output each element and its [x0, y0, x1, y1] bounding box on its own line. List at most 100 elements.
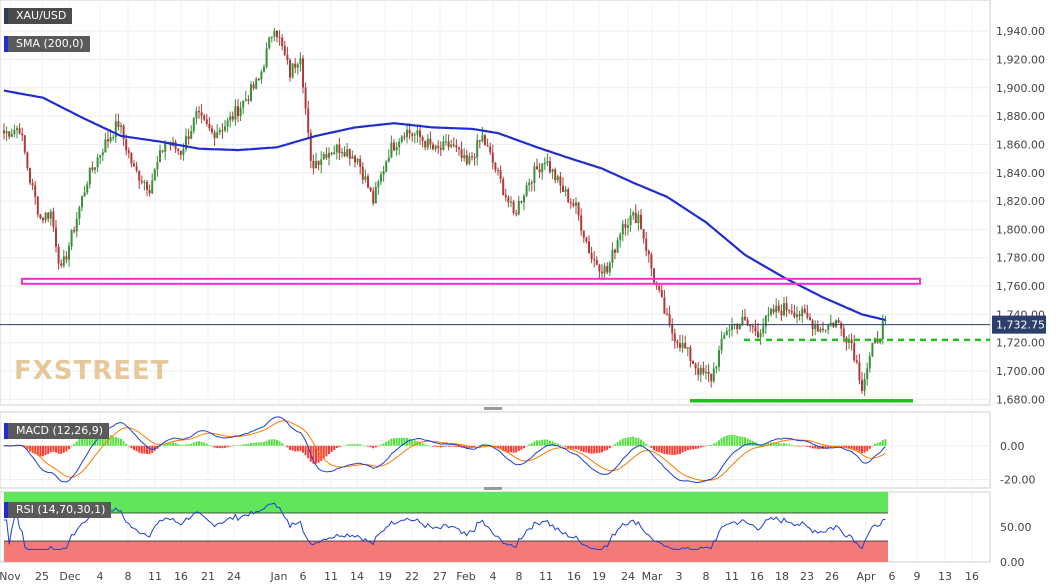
candle-body — [361, 166, 364, 180]
macd-histogram-bar — [3, 445, 5, 447]
macd-histogram-bar — [671, 445, 674, 455]
macd-histogram-bar — [140, 445, 143, 454]
macd-histogram-bar — [731, 434, 733, 446]
macd-histogram-bar — [294, 445, 297, 452]
macd-histogram-bar — [790, 445, 793, 446]
macd-histogram-bar — [538, 440, 541, 446]
macd-histogram-bar — [135, 445, 138, 452]
macd-histogram-bar — [174, 443, 177, 446]
time-tick-label: 16 — [750, 570, 764, 583]
candle-body — [598, 264, 601, 272]
candle-body — [289, 60, 291, 78]
candle-body — [533, 166, 536, 184]
candle-body — [203, 115, 206, 120]
macd-histogram-bar — [647, 445, 650, 447]
candle-body — [13, 130, 16, 134]
macd-histogram-bar — [468, 445, 471, 449]
candle-body — [257, 78, 260, 80]
candle-body — [208, 123, 211, 129]
main-panel — [0, 0, 991, 406]
macd-histogram-bar — [619, 440, 622, 446]
time-tick-label: 11 — [324, 570, 338, 583]
macd-histogram-bar — [746, 438, 749, 446]
candle-body — [837, 320, 840, 323]
watermark-logo: FXSTREET — [14, 356, 170, 386]
price-tick-label: 1,880.00 — [996, 110, 1045, 123]
time-tick-label: 8 — [125, 570, 132, 583]
candle-body — [231, 116, 234, 120]
candle-body — [385, 161, 388, 172]
macd-histogram-bar — [117, 437, 120, 446]
candle-body — [75, 218, 78, 232]
macd-histogram-bar — [257, 442, 260, 446]
time-tick-label: 9 — [914, 570, 921, 583]
candle-body — [712, 368, 715, 382]
macd-histogram-bar — [26, 445, 29, 450]
macd-histogram-bar — [712, 443, 715, 446]
time-tick-label: 18 — [775, 570, 789, 583]
candle-body — [554, 169, 557, 181]
candle-body — [835, 320, 837, 327]
candle-body — [133, 163, 135, 167]
macd-histogram-bar — [114, 436, 117, 446]
candle-body — [543, 163, 546, 165]
macd-histogram-bar — [419, 441, 421, 446]
macd-histogram-bar — [247, 444, 250, 446]
macd-histogram-bar — [666, 445, 668, 455]
time-tick-label: 24 — [227, 570, 241, 583]
candle-body — [744, 316, 746, 320]
candle-body — [619, 234, 622, 241]
macd-histogram-bar — [783, 443, 785, 446]
macd-histogram-bar — [840, 445, 843, 447]
macd-histogram-bar — [803, 445, 806, 447]
symbol-label: XAU/USD — [4, 8, 73, 24]
candle-body — [783, 303, 785, 316]
candle-body — [673, 333, 676, 342]
time-tick-label: Mar — [642, 570, 663, 583]
candle-body — [198, 111, 200, 113]
candle-body — [416, 130, 419, 135]
macd-histogram-bar — [572, 445, 575, 450]
macd-histogram-bar — [767, 442, 770, 446]
macd-histogram-bar — [31, 445, 34, 453]
macd-histogram-bar — [159, 445, 161, 447]
candle-body — [252, 84, 255, 89]
candle-body — [866, 368, 869, 380]
candle-body — [52, 211, 55, 228]
macd-histogram-bar — [55, 445, 57, 453]
candle-body — [707, 371, 710, 375]
candle-body — [725, 330, 728, 336]
candle-body — [130, 152, 133, 164]
rsi-oversold-zone — [4, 541, 888, 562]
macd-histogram-bar — [304, 445, 307, 456]
candle-body — [83, 192, 86, 197]
price-tick-label: 1,920.00 — [996, 53, 1045, 66]
candle-body — [403, 136, 406, 138]
macd-tick-label: -20.00 — [1000, 474, 1035, 487]
candle-body — [601, 271, 603, 274]
macd-histogram-bar — [218, 445, 221, 449]
candle-body — [164, 142, 167, 152]
candle-body — [218, 130, 221, 133]
candle-body — [244, 99, 247, 101]
candle-body — [367, 176, 369, 188]
candle-body — [122, 125, 125, 140]
price-tick-label: 1,780.00 — [996, 252, 1045, 265]
candle-body — [770, 308, 772, 315]
candle-body — [81, 196, 83, 208]
macd-histogram-bar — [367, 445, 369, 447]
price-tick-label: 1,680.00 — [996, 393, 1045, 406]
candle-body — [502, 179, 505, 196]
macd-histogram-bar — [172, 442, 174, 446]
macd-histogram-bar — [385, 441, 388, 446]
time-tick-label: 11 — [725, 570, 739, 583]
macd-histogram-bar — [465, 445, 468, 449]
macd-histogram-bar — [211, 445, 213, 447]
candle-body — [335, 144, 338, 153]
macd-histogram-bar — [879, 441, 882, 446]
macd-histogram-bar — [694, 445, 697, 449]
candle-body — [759, 333, 762, 338]
candle-body — [411, 133, 414, 136]
candle-body — [333, 152, 336, 154]
macd-histogram-bar — [793, 445, 796, 447]
